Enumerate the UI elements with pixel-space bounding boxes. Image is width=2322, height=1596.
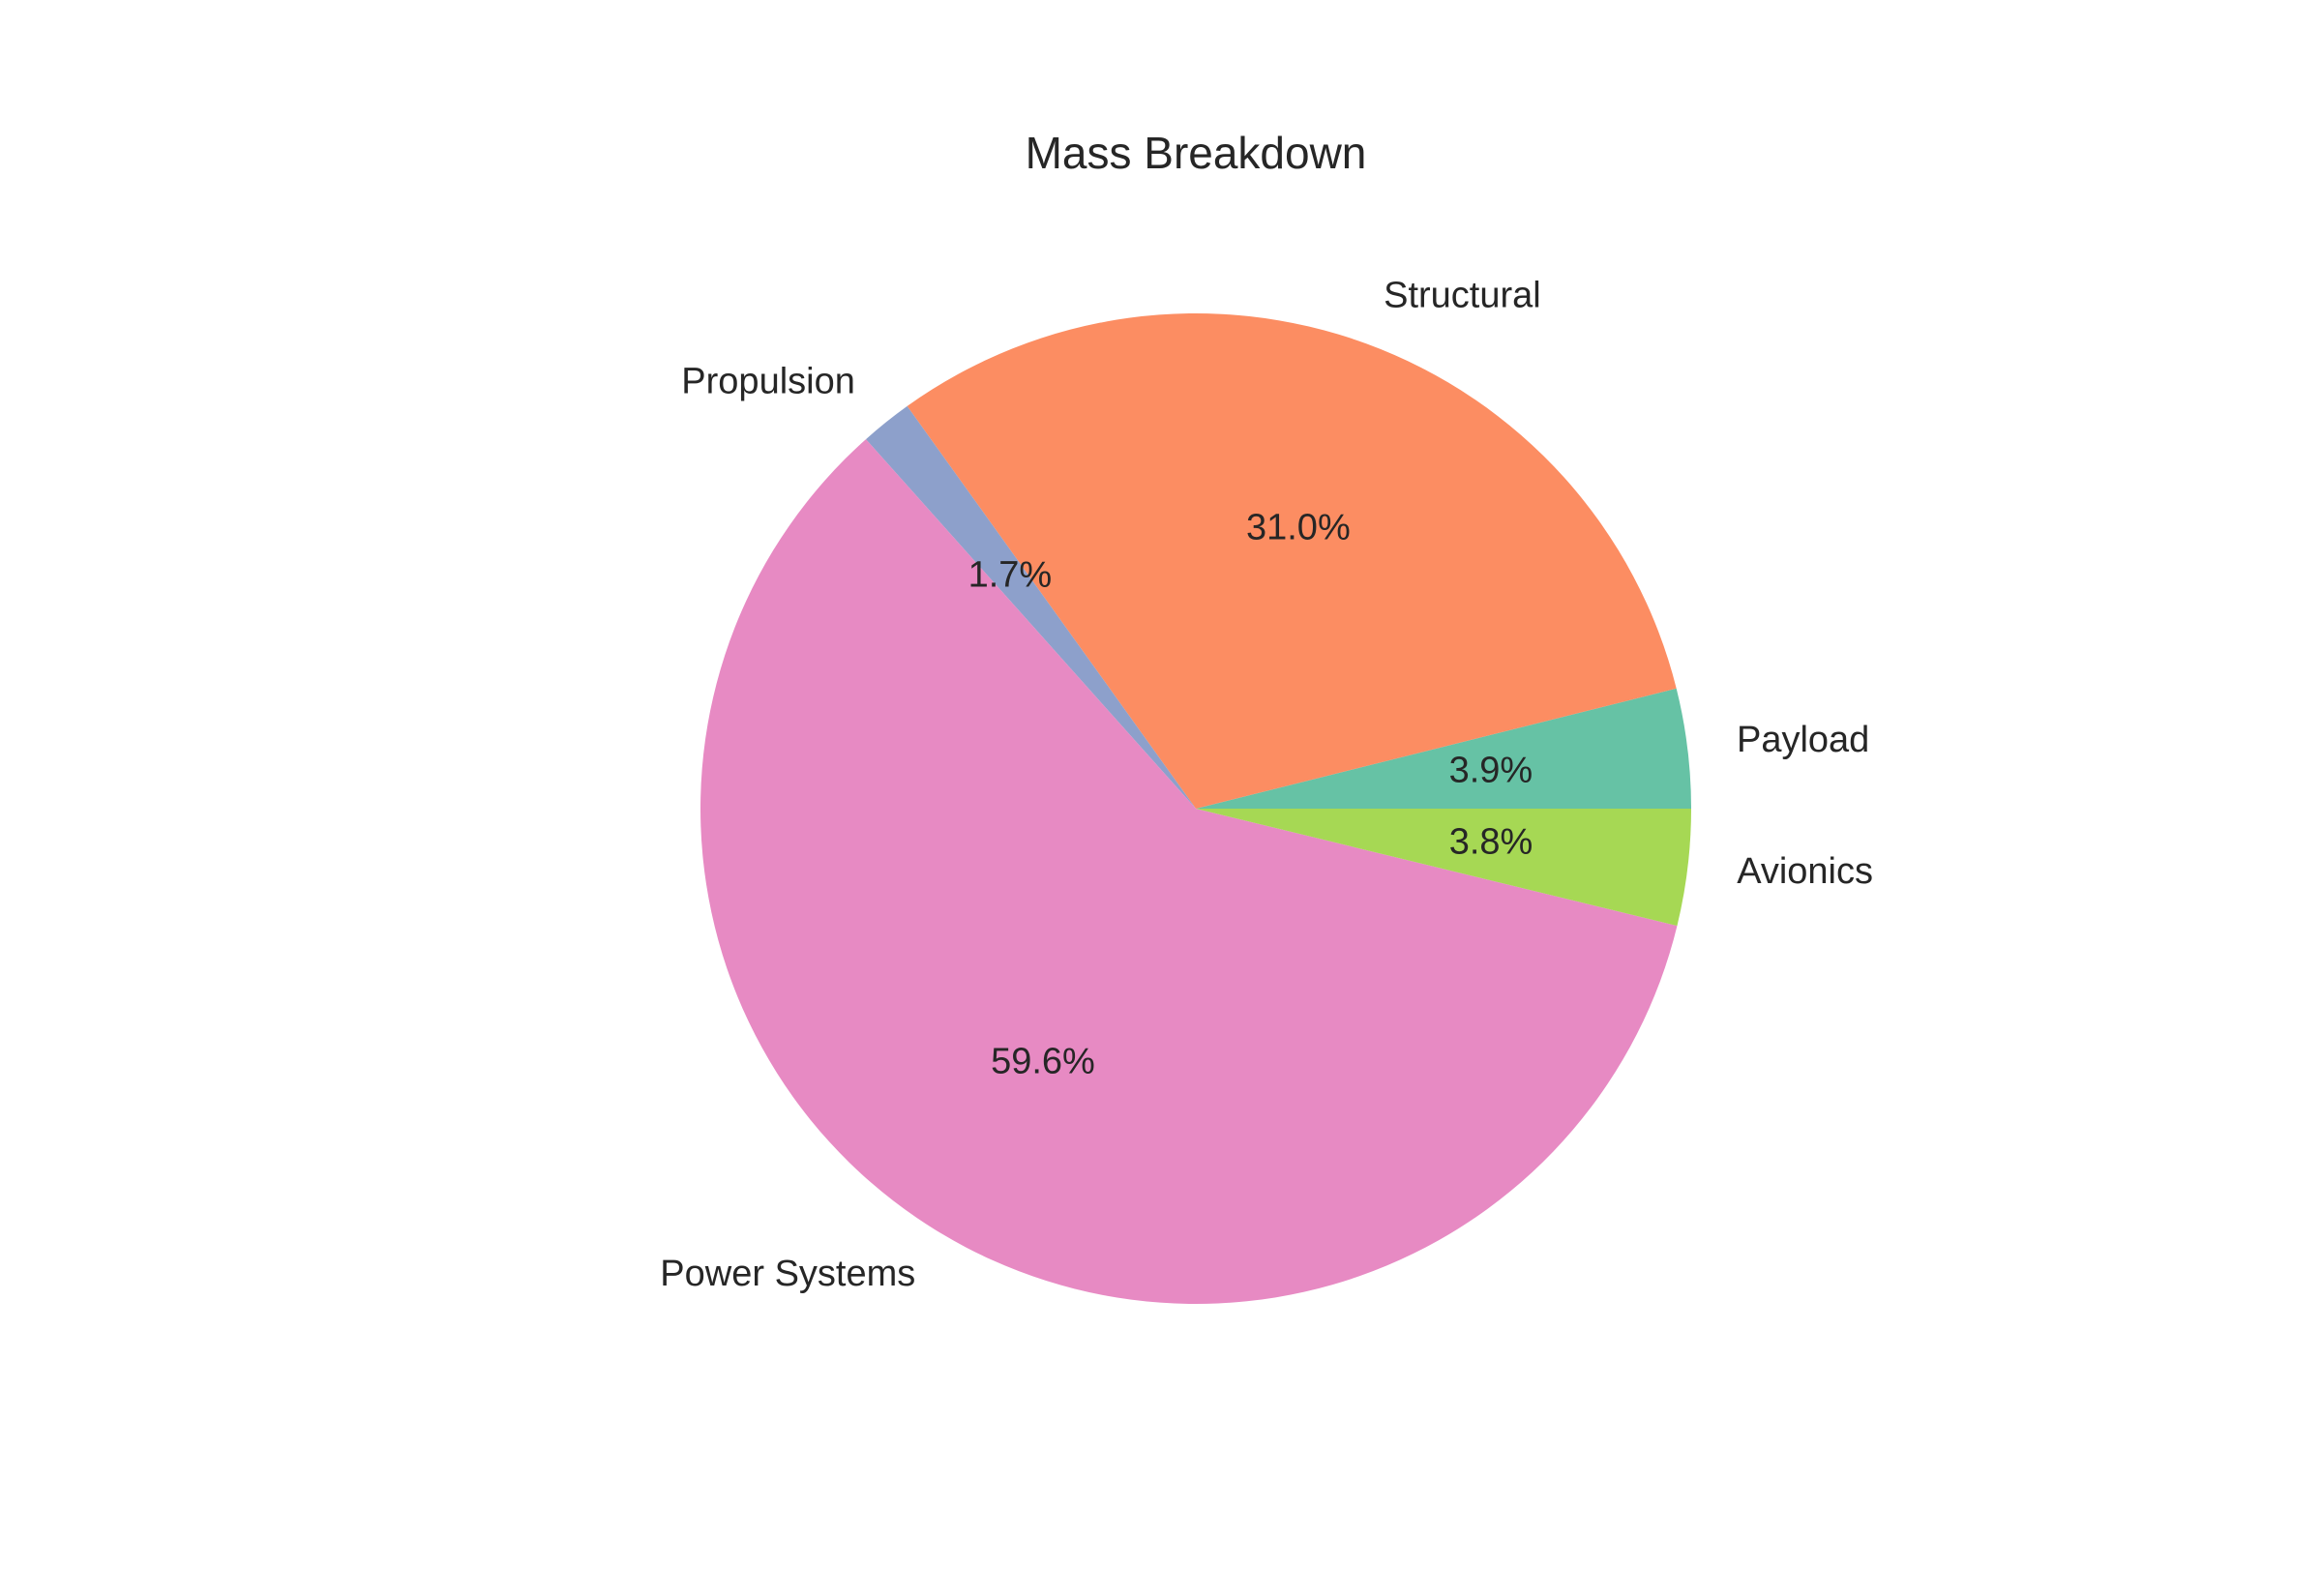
pie-slices [700, 313, 1691, 1304]
percent-label-structural: 31.0% [1246, 508, 1351, 548]
pie-slice-structural [907, 313, 1677, 809]
slice-label-avionics: Avionics [1737, 851, 1873, 892]
pie-slice-power-systems [700, 439, 1678, 1304]
slice-label-power-systems: Power Systems [660, 1254, 915, 1294]
slice-label-payload: Payload [1737, 720, 1869, 760]
percent-label-power-systems: 59.6% [991, 1041, 1095, 1081]
slice-label-structural: Structural [1384, 275, 1541, 315]
percent-label-propulsion: 1.7% [968, 554, 1053, 595]
percent-label-payload: 3.9% [1449, 750, 1533, 790]
slice-labels: Payload Structural Propulsion Power Systems… [660, 275, 1873, 1294]
percent-label-avionics: 3.8% [1449, 822, 1533, 863]
percent-labels: 3.9% 31.0% 1.7% 59.6% 3.8% [968, 508, 1533, 1082]
slice-label-propulsion: Propulsion [681, 361, 855, 401]
chart-title: Mass Breakdown [1026, 128, 1367, 178]
pie-slice-payload [1196, 688, 1691, 809]
pie-slice-avionics [1196, 809, 1691, 927]
pie-slice-propulsion [866, 405, 1196, 809]
